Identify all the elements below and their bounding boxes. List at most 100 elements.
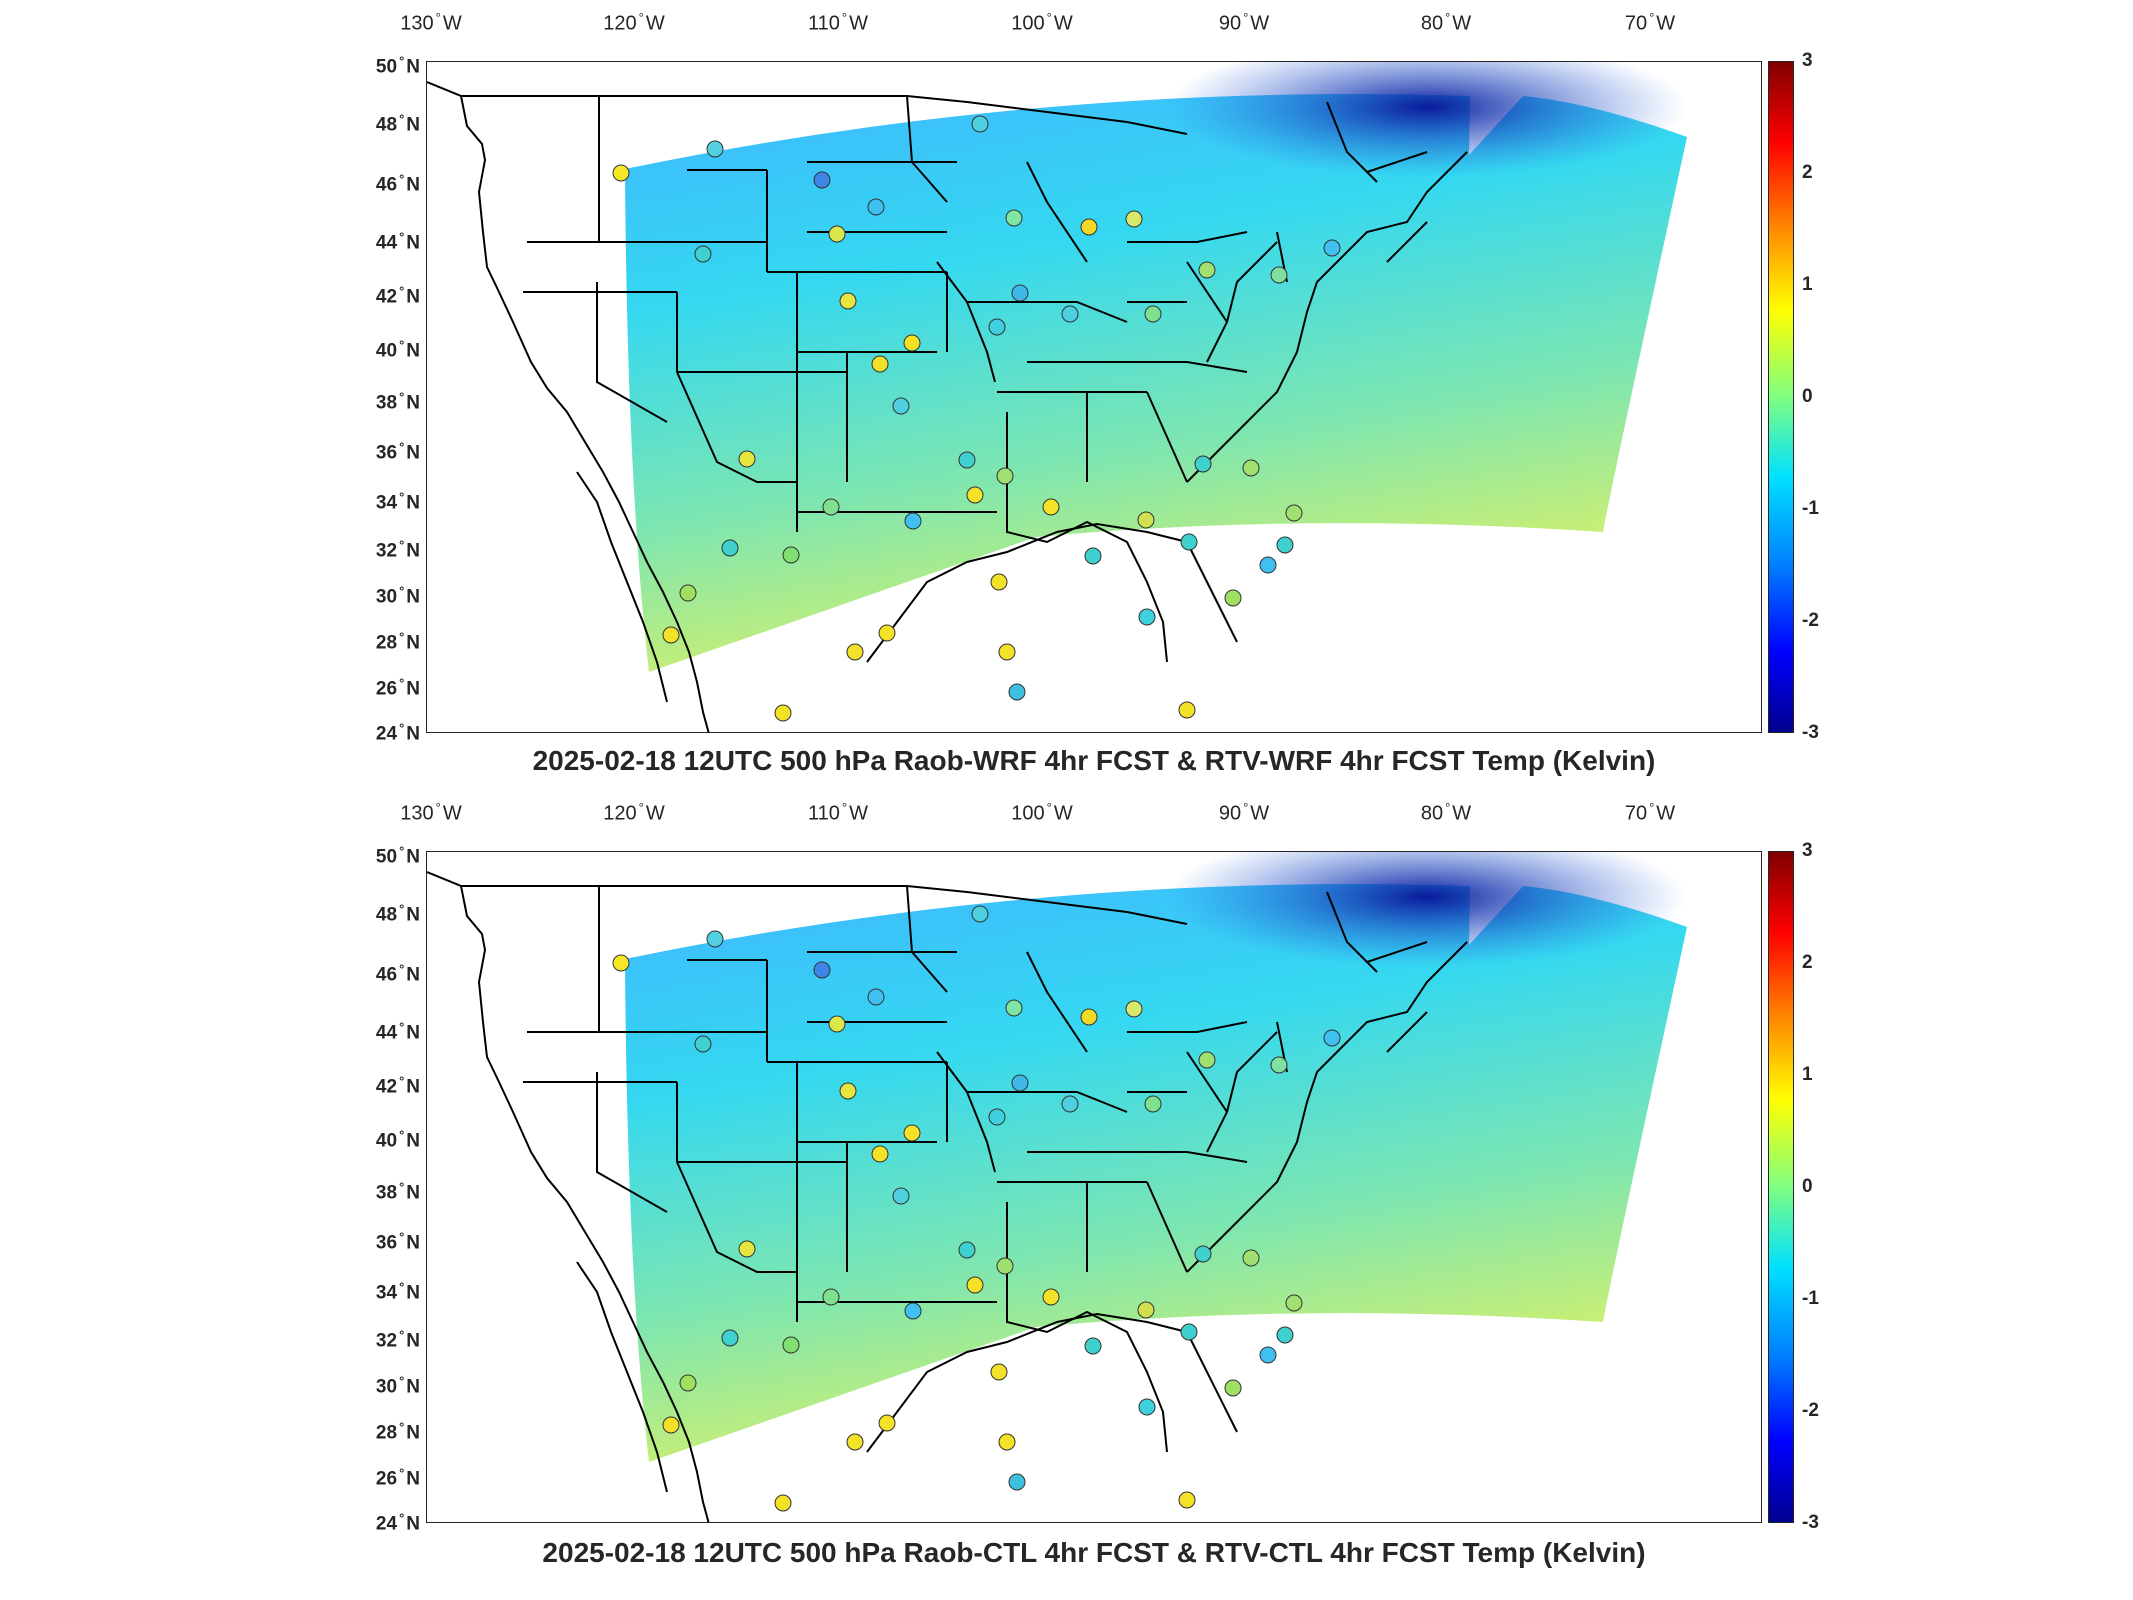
raob-station-marker [903,1124,921,1142]
lat-label: 38 ° N [375,1179,420,1204]
raob-station-marker [878,1414,896,1432]
colorbar-tick: 1 [1802,1064,1813,1085]
boundary-line [1366,151,1428,173]
raob-station-marker [1005,209,1023,227]
boundary-line [461,885,1188,925]
lon-label: 80 ° W [1420,800,1472,825]
raob-station-marker [892,397,910,415]
map-panel-bottom: 130 ° W 120 ° W 110 ° W 100 ° W 90 ° W 80 ° W 70 ° W 5… [0,790,2133,1580]
cold-anomaly-region [1167,852,1687,967]
lat-label: 34 ° N [375,489,420,514]
raob-station-marker [867,198,885,216]
boundary-line [1146,391,1188,483]
colorbar-tick: 3 [1802,840,1813,861]
raob-station-marker [813,961,831,979]
raob-station-marker [990,573,1008,591]
lat-label: 36 ° N [375,439,420,464]
raob-station-marker [996,1257,1014,1275]
boundary-line [936,261,996,383]
lat-label: 32 ° N [375,1327,420,1352]
raob-station-marker [878,624,896,642]
lat-label: 32 ° N [375,537,420,562]
lon-label: 80 ° W [1420,10,1472,35]
raob-station-marker [1224,1379,1242,1397]
boundary-line [1127,231,1248,243]
raob-station-marker [871,355,889,373]
raob-station-marker [1125,210,1143,228]
temperature-field [625,94,1687,673]
map-panel-top: 130 ° W 120 ° W 110 ° W 100 ° W 90 ° W 80 ° W 70 ° W 5… [0,0,2133,790]
boundary-line [1127,1021,1248,1033]
lat-label: 48 ° N [375,111,420,136]
lat-label: 48 ° N [375,901,420,926]
raob-station-marker [1011,1074,1029,1092]
lon-label: 130 ° W [400,800,462,825]
raob-station-marker [988,318,1006,336]
raob-station-marker [971,905,989,923]
boundary-line [967,1091,1128,1113]
boundary-line [1146,1181,1188,1273]
boundary-line [1386,1011,1428,1053]
colorbar-tick: 2 [1802,162,1813,183]
raob-station-marker [1198,261,1216,279]
boundary-line [1026,951,1088,1053]
raob-station-marker [1008,1473,1026,1491]
lat-label: 30 ° N [375,1373,420,1398]
raob-station-marker [1061,1095,1079,1113]
lat-label: 34 ° N [375,1279,420,1304]
raob-station-marker [839,1082,857,1100]
boundary-line [596,282,668,423]
lon-label: 110 ° W [808,800,868,825]
map-area [426,61,1762,733]
lat-label: 30 ° N [375,583,420,608]
raob-station-marker [1005,999,1023,1017]
raob-station-marker [1144,305,1162,323]
raob-station-marker [706,140,724,158]
raob-station-marker [871,1145,889,1163]
conus-map [427,852,1687,1522]
colorbar-tick: -1 [1802,1288,1819,1309]
raob-station-marker [1194,1245,1212,1263]
raob-station-marker [679,1374,697,1392]
raob-station-marker [738,1240,756,1258]
raob-station-marker [1224,589,1242,607]
colorbar-tick: 0 [1802,1176,1813,1197]
lat-label: 42 ° N [375,283,420,308]
raob-station-marker [998,643,1016,661]
colorbar-tick: 3 [1802,50,1813,71]
boundary-line [676,1161,797,1273]
lat-label: 24 ° N [375,720,420,745]
raob-station-marker [694,245,712,263]
boundary-line [1186,1331,1238,1433]
raob-station-marker [904,1302,922,1320]
raob-station-marker [612,164,630,182]
boundary-line [596,1072,668,1213]
lon-label: 130 ° W [400,10,462,35]
boundary-line [676,371,797,483]
boundary-line [1186,941,1468,1273]
lat-label: 46 ° N [375,961,420,986]
boundary-line [1186,541,1238,643]
raob-station-marker [1259,1346,1277,1364]
raob-station-marker [822,498,840,516]
raob-station-marker [1178,701,1196,719]
lat-label: 44 ° N [375,1019,420,1044]
raob-station-marker [1270,266,1288,284]
colorbar-tick: 2 [1802,952,1813,973]
raob-station-marker [1137,1301,1155,1319]
raob-station-marker [721,1329,739,1347]
colorbar [1768,851,1794,1523]
raob-station-marker [1008,683,1026,701]
raob-station-marker [1138,1398,1156,1416]
raob-station-marker [1180,533,1198,551]
raob-station-marker [966,486,984,504]
raob-station-marker [813,171,831,189]
colorbar-tick: -1 [1802,498,1819,519]
lat-label: 40 ° N [375,1127,420,1152]
raob-station-marker [904,512,922,530]
raob-station-marker [694,1035,712,1053]
raob-station-marker [1144,1095,1162,1113]
lat-label: 44 ° N [375,229,420,254]
raob-station-marker [1084,547,1102,565]
boundary-line [1026,161,1088,263]
